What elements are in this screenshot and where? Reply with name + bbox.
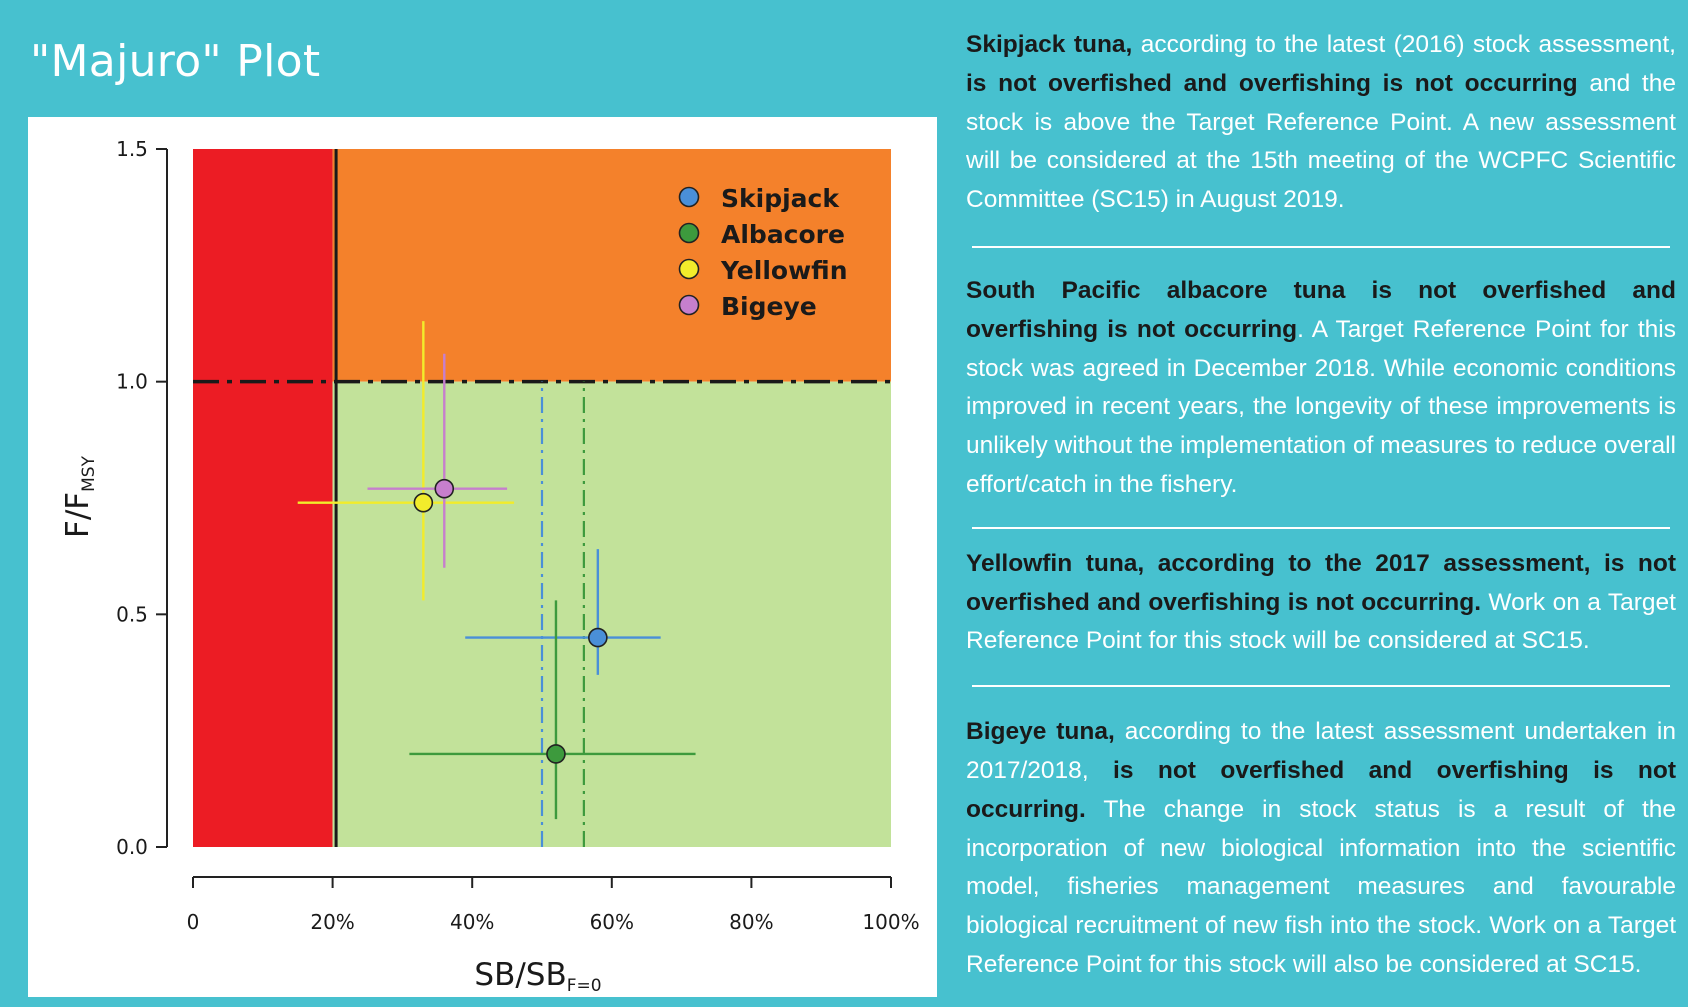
zone-orange	[332, 149, 892, 382]
series-layer	[297, 321, 696, 820]
yellowfin-paragraph: Yellowfin tuna, according to the 2017 as…	[966, 549, 1676, 655]
albacore-legend-marker	[678, 222, 700, 244]
x-tick-label: 40%	[450, 910, 494, 934]
albacore-point	[546, 744, 566, 764]
skipjack-legend-label: Skipjack	[721, 184, 840, 213]
x-tick-label: 20%	[310, 910, 354, 934]
zone-green	[332, 381, 892, 847]
yellowfin-point	[413, 492, 434, 513]
x-axis-label: SB/SBF=0	[474, 957, 601, 996]
chart-legend: Skipjack Albacore Yellowfin Bigeye	[678, 184, 848, 321]
zone-red	[193, 149, 333, 847]
albacore-legend-label: Albacore	[721, 220, 845, 249]
bigeye-legend-label: Bigeye	[721, 292, 817, 321]
bigeye-legend-marker	[678, 294, 700, 316]
y-axis-label: F/FMSY	[60, 455, 99, 538]
skipjack-legend-marker	[678, 186, 700, 208]
bigeye-paragraph: Bigeye tuna, according to the latest ass…	[966, 718, 1676, 978]
majuro-chart: Skipjack Albacore Yellowfin Bigeye 0.0 0.5 1.…	[60, 137, 920, 996]
albacore-paragraph: South Pacific albacore tuna is not overf…	[966, 276, 1676, 498]
skipjack-point	[588, 627, 608, 648]
y-tick-label: 0.0	[116, 835, 148, 859]
bigeye-point	[434, 478, 455, 499]
zones-layer	[193, 149, 892, 847]
skipjack-paragraph: Skipjack tuna, according to the latest (…	[966, 31, 1676, 214]
divider	[972, 526, 1670, 529]
chart-container: Skipjack Albacore Yellowfin Bigeye 0.0 0.5 1.…	[28, 117, 937, 997]
yellowfin-legend-marker	[678, 258, 700, 280]
plot-title: "Majuro" Plot	[30, 36, 321, 87]
reference-lines-layer	[193, 149, 891, 847]
y-tick-label: 0.5	[116, 602, 148, 626]
divider	[972, 245, 1670, 248]
y-tick-label: 1.0	[116, 370, 148, 394]
x-tick-label: 100%	[862, 910, 919, 934]
x-tick-label: 60%	[590, 910, 634, 934]
divider	[972, 685, 1670, 688]
axes-layer: 0.0 0.5 1.0 1.5 0 20% 40% 60% 80% 100%	[116, 137, 920, 934]
yellowfin-legend-label: Yellowfin	[720, 256, 848, 285]
x-tick-label: 0	[187, 910, 200, 934]
status-text-column: Skipjack tuna, according to the latest (…	[966, 26, 1676, 985]
x-tick-label: 80%	[729, 910, 773, 934]
y-tick-label: 1.5	[116, 137, 148, 161]
